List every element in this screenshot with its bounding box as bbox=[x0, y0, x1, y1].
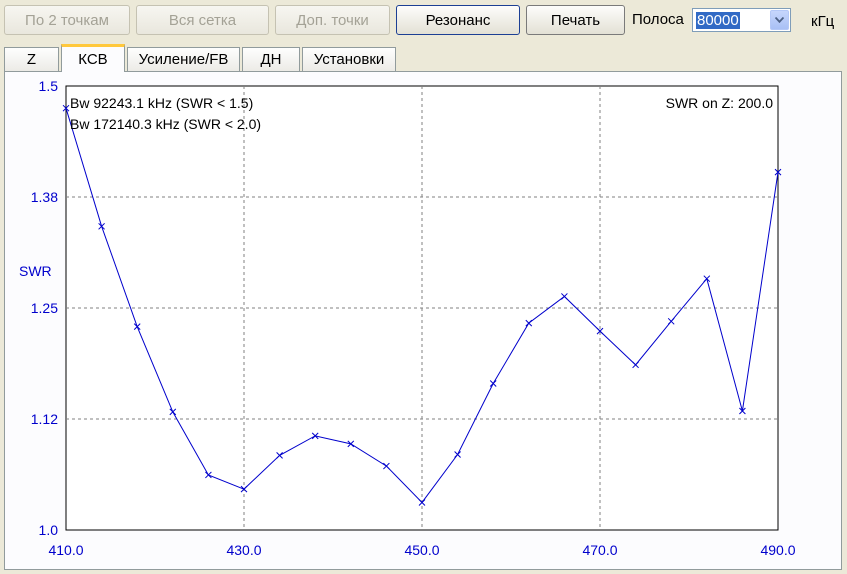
band-unit-label: кГц bbox=[811, 13, 835, 30]
tab-z[interactable]: Z bbox=[4, 47, 59, 71]
resonance-button[interactable]: Резонанс bbox=[396, 5, 520, 35]
print-button[interactable]: Печать bbox=[526, 5, 625, 35]
chevron-down-icon[interactable] bbox=[770, 10, 789, 30]
band-select[interactable]: 80000 bbox=[692, 8, 791, 32]
tab-gain-fb[interactable]: Усиление/FB bbox=[127, 47, 240, 71]
band-label: Полоса bbox=[632, 11, 684, 28]
tab-pattern[interactable]: ДН bbox=[242, 47, 300, 71]
band-select-value: 80000 bbox=[696, 12, 740, 29]
extra-points-button[interactable]: Доп. точки bbox=[275, 5, 390, 35]
tab-swr[interactable]: КСВ bbox=[61, 44, 125, 72]
tab-settings[interactable]: Установки bbox=[302, 47, 396, 71]
whole-grid-button[interactable]: Вся сетка bbox=[136, 5, 269, 35]
chart-panel bbox=[4, 71, 842, 570]
by-2-points-button[interactable]: По 2 точкам bbox=[4, 5, 130, 35]
